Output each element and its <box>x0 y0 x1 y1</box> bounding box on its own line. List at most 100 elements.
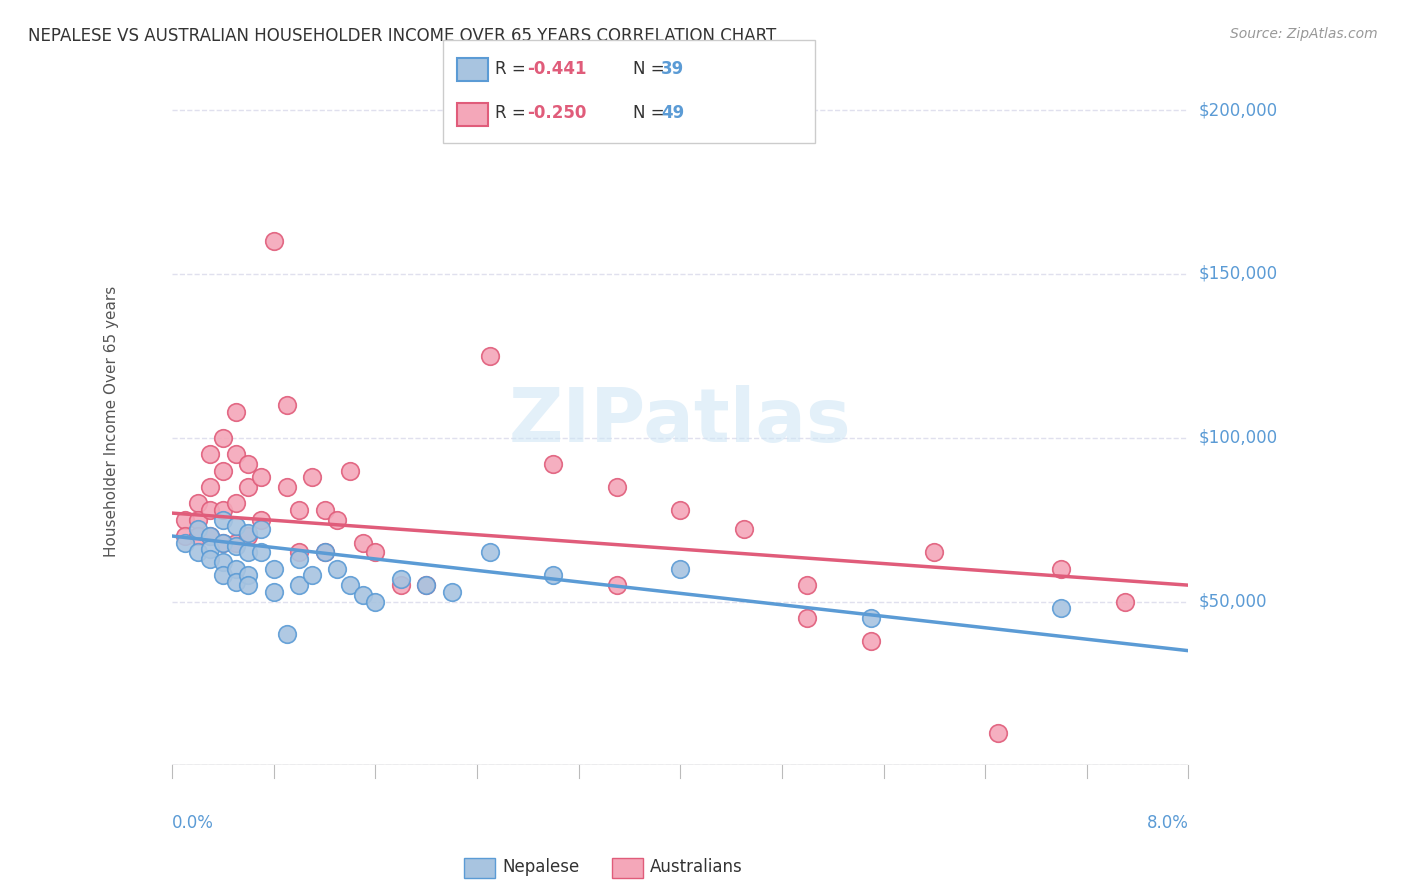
Point <box>225 404 247 418</box>
Text: $50,000: $50,000 <box>1199 592 1267 610</box>
Point <box>212 431 235 445</box>
Point <box>238 525 260 540</box>
Point <box>200 447 222 461</box>
Point <box>352 588 374 602</box>
Text: -0.250: -0.250 <box>527 104 586 122</box>
Point <box>924 545 946 559</box>
Point <box>859 611 882 625</box>
Point <box>288 503 311 517</box>
Point <box>212 463 235 477</box>
Point <box>314 545 336 559</box>
Point <box>212 535 235 549</box>
Text: 0.0%: 0.0% <box>173 814 214 832</box>
Text: N =: N = <box>633 60 669 78</box>
Point <box>238 457 260 471</box>
Point <box>238 529 260 543</box>
Point <box>301 470 323 484</box>
Point <box>200 503 222 517</box>
Point <box>225 496 247 510</box>
Point <box>389 578 412 592</box>
Point <box>225 447 247 461</box>
Point <box>187 529 209 543</box>
Text: ZIPatlas: ZIPatlas <box>509 384 852 458</box>
Point <box>238 480 260 494</box>
Text: Nepalese: Nepalese <box>502 858 579 876</box>
Point <box>339 463 361 477</box>
Point <box>200 529 222 543</box>
Point <box>796 578 818 592</box>
Point <box>238 578 260 592</box>
Point <box>339 578 361 592</box>
Point <box>288 552 311 566</box>
Point <box>238 545 260 559</box>
Point <box>478 349 501 363</box>
Point <box>326 562 349 576</box>
Point <box>301 568 323 582</box>
Point <box>212 535 235 549</box>
Point <box>200 542 222 557</box>
Point <box>212 513 235 527</box>
Point <box>263 234 285 248</box>
Point <box>859 633 882 648</box>
Text: -0.441: -0.441 <box>527 60 586 78</box>
Point <box>225 574 247 589</box>
Point <box>389 572 412 586</box>
Point <box>187 523 209 537</box>
Point <box>288 545 311 559</box>
Text: 8.0%: 8.0% <box>1147 814 1188 832</box>
Point <box>225 535 247 549</box>
Text: N =: N = <box>633 104 669 122</box>
Point <box>543 568 565 582</box>
Point <box>364 545 387 559</box>
Point <box>250 545 273 559</box>
Text: Australians: Australians <box>650 858 742 876</box>
Point <box>187 545 209 559</box>
Point <box>212 555 235 569</box>
Point <box>276 627 298 641</box>
Point <box>987 725 1010 739</box>
Point <box>606 480 628 494</box>
Point <box>276 398 298 412</box>
Text: Householder Income Over 65 years: Householder Income Over 65 years <box>104 285 118 557</box>
Point <box>250 513 273 527</box>
Point <box>606 578 628 592</box>
Point <box>212 568 235 582</box>
Point <box>250 523 273 537</box>
Point <box>174 513 197 527</box>
Text: Source: ZipAtlas.com: Source: ZipAtlas.com <box>1230 27 1378 41</box>
Point <box>276 480 298 494</box>
Point <box>174 529 197 543</box>
Point <box>225 562 247 576</box>
Point <box>200 480 222 494</box>
Point <box>1050 601 1073 615</box>
Point <box>225 539 247 553</box>
Point <box>669 503 692 517</box>
Point <box>200 552 222 566</box>
Point <box>212 503 235 517</box>
Point <box>796 611 818 625</box>
Point <box>250 470 273 484</box>
Text: 39: 39 <box>661 60 685 78</box>
Text: $150,000: $150,000 <box>1199 265 1278 283</box>
Point <box>288 578 311 592</box>
Point <box>200 529 222 543</box>
Point <box>440 584 463 599</box>
Point <box>669 562 692 576</box>
Point <box>733 523 755 537</box>
Point <box>1114 594 1136 608</box>
Text: R =: R = <box>495 104 531 122</box>
Text: R =: R = <box>495 60 531 78</box>
Point <box>543 457 565 471</box>
Point <box>187 496 209 510</box>
Point <box>174 535 197 549</box>
Point <box>478 545 501 559</box>
Point <box>415 578 437 592</box>
Point <box>314 545 336 559</box>
Point <box>263 584 285 599</box>
Point <box>415 578 437 592</box>
Text: $100,000: $100,000 <box>1199 429 1278 447</box>
Point <box>1050 562 1073 576</box>
Point <box>364 594 387 608</box>
Text: $200,000: $200,000 <box>1199 101 1278 120</box>
Point <box>238 568 260 582</box>
